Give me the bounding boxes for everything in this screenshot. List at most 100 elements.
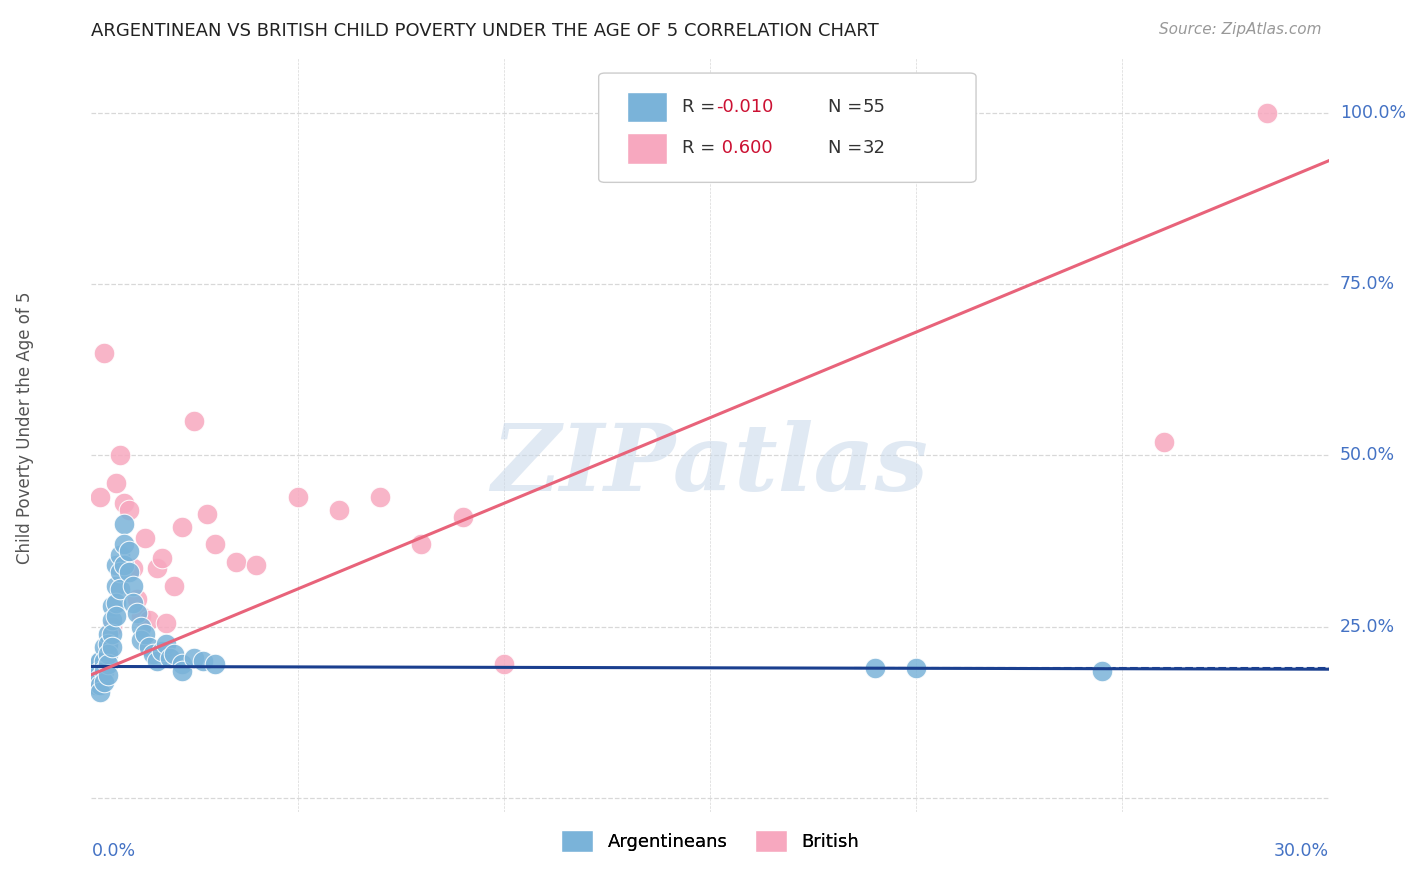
Point: [183, 650, 205, 665]
Point: [105, 475, 128, 490]
Point: [150, 551, 173, 566]
Legend: Argentineans, British: Argentineans, British: [554, 822, 866, 859]
Point: [163, 647, 186, 661]
Point: [101, 599, 124, 614]
Text: R =: R =: [682, 139, 720, 157]
Point: [93, 345, 115, 359]
Point: [134, 626, 156, 640]
Point: [110, 449, 132, 463]
Point: [84, 678, 107, 692]
Text: 55: 55: [862, 98, 886, 116]
Point: [93, 665, 115, 679]
Point: [138, 640, 160, 655]
Point: [125, 592, 148, 607]
Point: [97, 647, 120, 661]
Point: [112, 496, 135, 510]
Text: 25.0%: 25.0%: [1340, 618, 1395, 636]
Text: Child Poverty Under the Age of 5: Child Poverty Under the Age of 5: [17, 292, 34, 565]
Text: 0.600: 0.600: [716, 139, 773, 157]
Point: [105, 596, 128, 610]
Point: [121, 596, 143, 610]
Point: [195, 507, 218, 521]
Point: [121, 561, 143, 575]
Point: [112, 537, 135, 551]
Point: [101, 613, 124, 627]
Point: [97, 667, 120, 681]
Point: [117, 503, 139, 517]
Point: [183, 414, 205, 428]
Point: [93, 674, 115, 689]
Point: [117, 544, 139, 558]
Point: [172, 657, 194, 672]
Point: [142, 647, 165, 661]
Point: [411, 537, 433, 551]
Point: [97, 626, 120, 640]
Point: [163, 578, 186, 592]
Point: [146, 654, 169, 668]
Point: [89, 490, 111, 504]
Point: [84, 665, 107, 679]
Point: [204, 537, 226, 551]
Text: N =: N =: [828, 98, 868, 116]
Point: [204, 657, 226, 672]
Point: [172, 665, 194, 679]
Point: [451, 510, 474, 524]
Point: [89, 678, 111, 692]
Point: [146, 561, 169, 575]
Text: -0.010: -0.010: [716, 98, 773, 116]
Point: [89, 654, 111, 668]
Point: [191, 654, 214, 668]
Text: 0.0%: 0.0%: [91, 842, 135, 860]
Point: [105, 558, 128, 572]
Point: [117, 565, 139, 579]
Point: [93, 654, 115, 668]
Point: [97, 657, 120, 672]
Text: Source: ZipAtlas.com: Source: ZipAtlas.com: [1159, 22, 1322, 37]
Text: ARGENTINEAN VS BRITISH CHILD POVERTY UNDER THE AGE OF 5 CORRELATION CHART: ARGENTINEAN VS BRITISH CHILD POVERTY UND…: [91, 22, 879, 40]
Text: ZIPatlas: ZIPatlas: [492, 420, 928, 510]
Point: [105, 609, 128, 624]
Point: [84, 671, 107, 685]
FancyBboxPatch shape: [599, 73, 976, 182]
Point: [101, 620, 124, 634]
Point: [125, 606, 148, 620]
Point: [84, 665, 107, 679]
Point: [159, 650, 181, 665]
Point: [134, 531, 156, 545]
Text: R =: R =: [682, 98, 720, 116]
Point: [121, 578, 143, 592]
Point: [84, 657, 107, 672]
Point: [328, 503, 350, 517]
Point: [150, 643, 173, 657]
Point: [97, 637, 120, 651]
Point: [112, 558, 135, 572]
Point: [129, 620, 152, 634]
Point: [172, 520, 194, 534]
FancyBboxPatch shape: [627, 134, 666, 163]
Text: N =: N =: [828, 139, 868, 157]
Point: [287, 490, 309, 504]
Point: [492, 657, 515, 672]
Point: [155, 637, 177, 651]
Point: [155, 616, 177, 631]
Point: [89, 685, 111, 699]
Point: [1256, 105, 1278, 120]
Text: 100.0%: 100.0%: [1340, 103, 1406, 122]
Point: [93, 640, 115, 655]
Point: [110, 548, 132, 562]
Point: [1153, 434, 1175, 449]
Point: [110, 565, 132, 579]
Point: [138, 613, 160, 627]
Text: 30.0%: 30.0%: [1274, 842, 1329, 860]
Point: [368, 490, 391, 504]
Point: [905, 661, 928, 675]
Text: 50.0%: 50.0%: [1340, 446, 1395, 465]
FancyBboxPatch shape: [627, 92, 666, 122]
Point: [110, 582, 132, 596]
Point: [225, 555, 247, 569]
Point: [245, 558, 267, 572]
Point: [1091, 665, 1114, 679]
Point: [89, 671, 111, 685]
Point: [112, 516, 135, 531]
Point: [129, 609, 152, 624]
